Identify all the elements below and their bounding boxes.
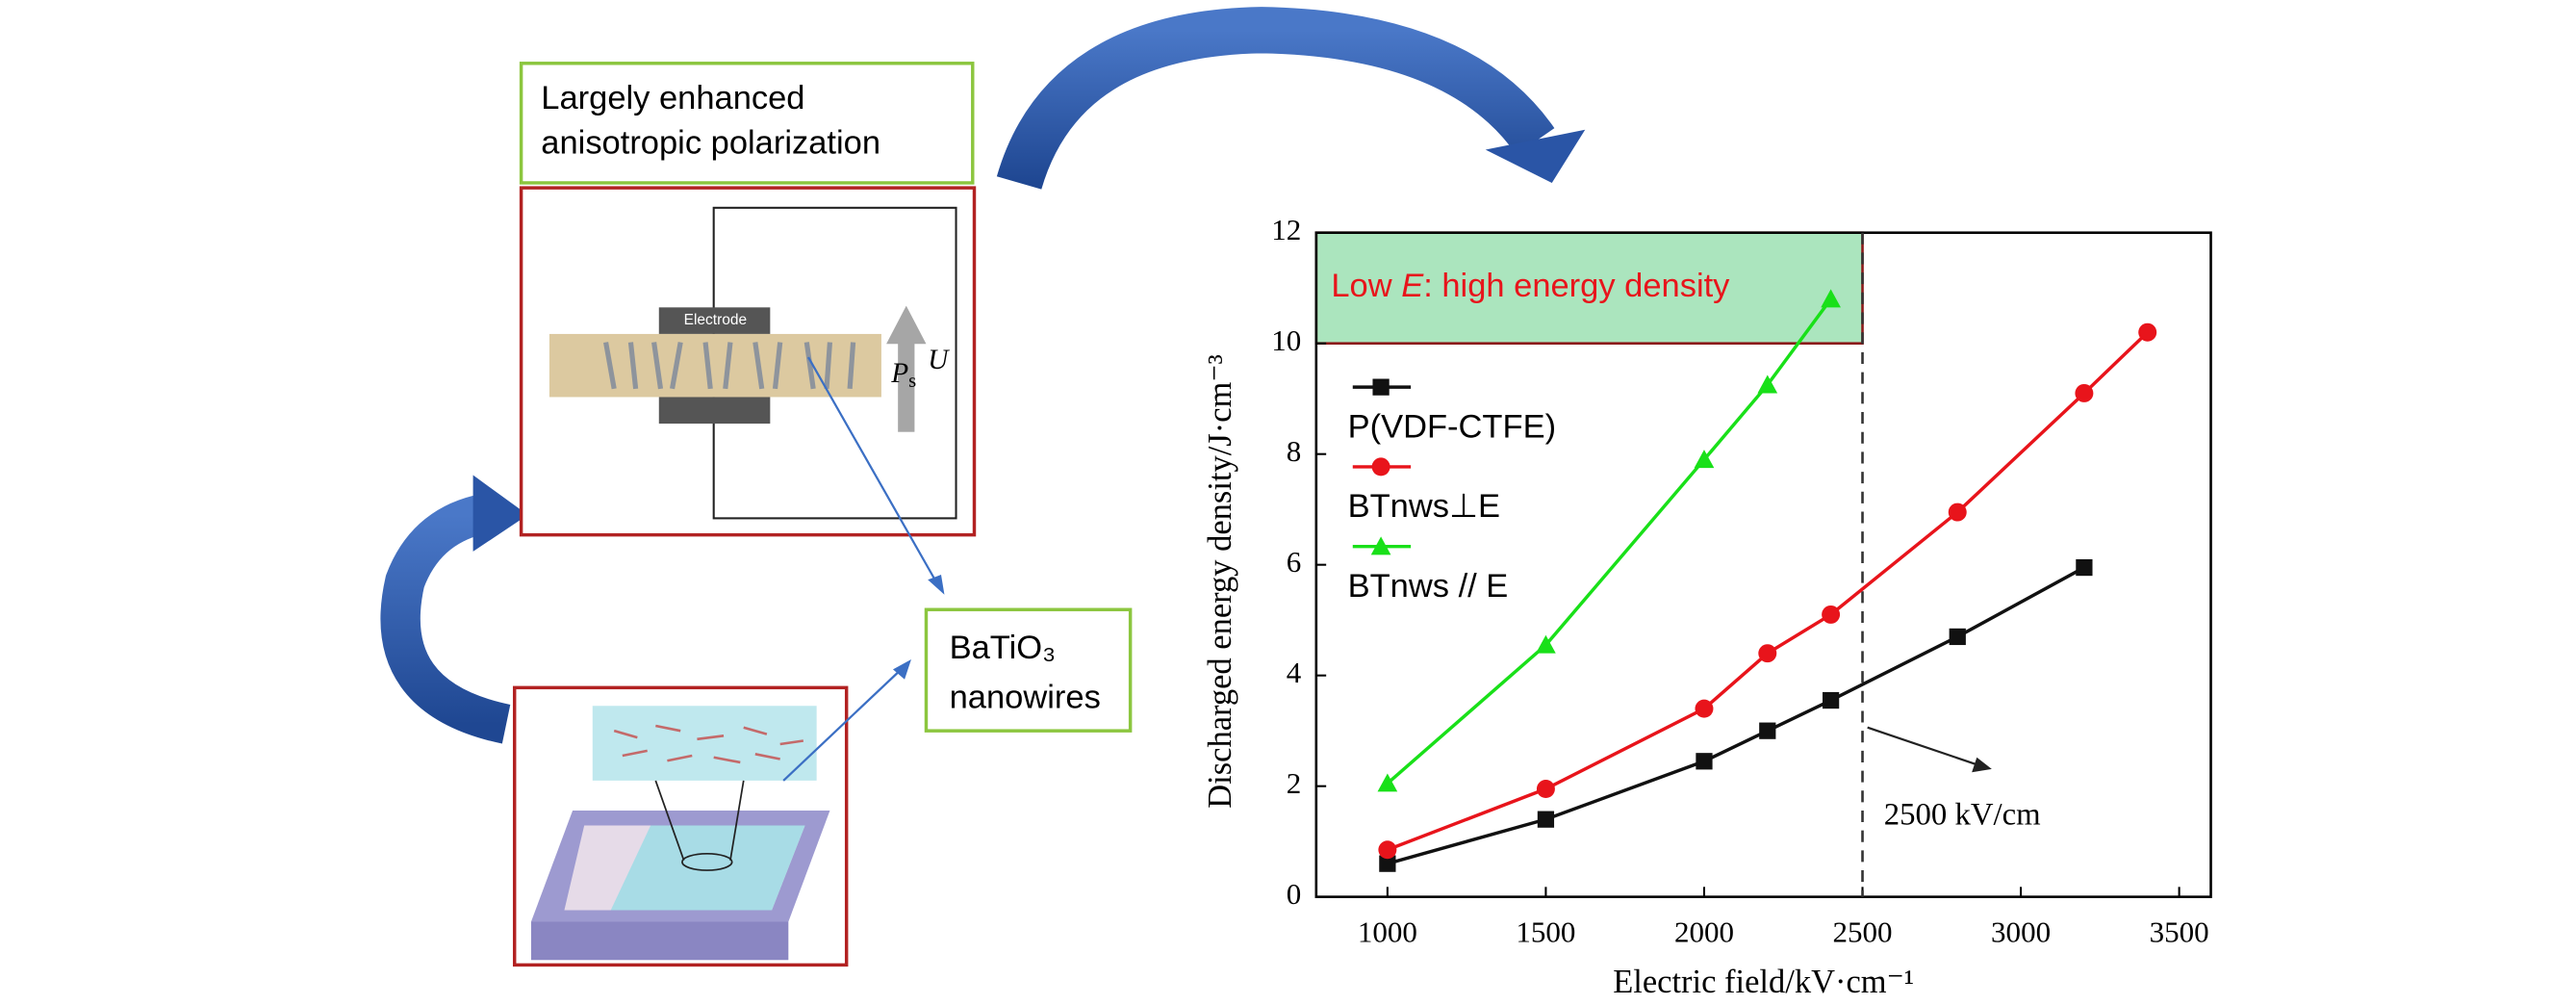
curved-arrow: [996, 7, 1555, 191]
reference-label: 2500 kV/cm: [1884, 797, 2041, 832]
pointer: [782, 666, 905, 782]
marker: [1370, 536, 1391, 555]
zoom-line: [729, 780, 745, 861]
marker: [1378, 840, 1397, 860]
x-tick-label: 2000: [1674, 915, 1734, 948]
electrode: [658, 307, 771, 334]
marker: [1822, 605, 1841, 624]
ps-label: Ps: [890, 358, 916, 392]
y-axis-label: Discharged energy density/J·cm⁻³: [1202, 354, 1238, 809]
marker: [1379, 855, 1396, 872]
x-tick-label: 1000: [1358, 915, 1417, 948]
y-tick-label: 10: [1271, 323, 1301, 357]
annotation-arrow: [1867, 726, 1981, 767]
plot-frame: [1314, 231, 2212, 898]
marker: [1371, 457, 1390, 477]
legend-label: BTnws⊥E: [1348, 488, 1500, 525]
marker: [1372, 378, 1390, 396]
box-text: Largely enhanced: [541, 80, 804, 116]
x-tick-label: 3000: [1991, 915, 2051, 948]
chart: Low E: high energy density 1000 1500 2000 25…: [1202, 213, 2212, 1000]
legend-label: BTnws // E: [1348, 568, 1509, 605]
text-box: [924, 607, 1133, 733]
box-text: anisotropic polarization: [541, 124, 880, 161]
legend-label: P(VDF-CTFE): [1348, 408, 1556, 445]
pointer-head: [928, 575, 945, 595]
marker: [2138, 322, 2157, 342]
marker: [1948, 502, 1967, 522]
film-area: [610, 825, 805, 911]
voltage-label: U: [928, 345, 950, 375]
marker: [1822, 691, 1840, 709]
nanowires: [603, 342, 856, 390]
region-label-part: Low: [1331, 268, 1401, 304]
polarization-arrow: [898, 340, 915, 432]
box-text: BaTiO₃: [950, 630, 1056, 666]
y-tick-label: 4: [1287, 656, 1302, 689]
y-tick-label: 2: [1287, 766, 1302, 800]
x-tick-label: 2500: [1832, 915, 1892, 948]
arrow-head: [472, 475, 528, 552]
y-tick-label: 12: [1271, 213, 1301, 246]
pointer-head: [892, 659, 911, 680]
marker: [1759, 722, 1776, 739]
annotation-arrow-head: [1972, 757, 1992, 773]
marker: [1377, 773, 1398, 792]
highlight-region: [1314, 231, 1864, 345]
series-line: [1387, 330, 2149, 852]
marker: [1757, 374, 1778, 394]
marker: [1758, 644, 1777, 663]
series-line: [1386, 297, 1832, 786]
marker: [1696, 753, 1713, 770]
curved-arrow: [380, 495, 511, 744]
zoom-ellipse: [681, 852, 733, 871]
box-text: nanowires: [950, 680, 1101, 716]
film-top: [592, 706, 817, 781]
x-tick-label: 3500: [2150, 915, 2209, 948]
film-wires: [613, 724, 804, 764]
text-box: [519, 62, 975, 185]
y-tick-label: 6: [1287, 545, 1302, 579]
electrode: [658, 397, 771, 425]
marker: [2076, 558, 2093, 577]
marker: [2075, 383, 2094, 402]
x-axis-label: Electric field/kV·cm⁻¹: [1613, 964, 1914, 1000]
y-tick-label: 0: [1287, 877, 1302, 911]
marker: [1537, 811, 1555, 828]
marker: [1536, 780, 1555, 799]
substrate-side: [530, 921, 789, 961]
electrode-label: Electrode: [684, 312, 748, 328]
marker: [1536, 634, 1556, 654]
pointer: [807, 356, 939, 585]
x-tick-label: 1500: [1516, 915, 1575, 948]
zoom-line: [654, 780, 685, 861]
y-tick-label: 8: [1287, 434, 1302, 468]
region-label-part: : high energy density: [1423, 268, 1730, 304]
ps-subscript: s: [908, 371, 916, 392]
polarization-arrow-head: [886, 305, 927, 345]
marker: [1695, 699, 1714, 718]
marker: [1821, 289, 1841, 308]
marker: [1949, 628, 1966, 646]
region-label-part: E: [1401, 268, 1424, 304]
region-label: Low E: high energy density: [1331, 268, 1730, 304]
marker: [1694, 450, 1715, 469]
ps-symbol: P: [890, 358, 908, 389]
